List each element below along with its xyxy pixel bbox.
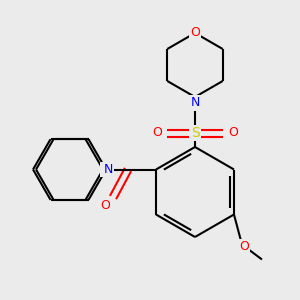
Text: N: N [101,163,111,176]
Text: O: O [190,26,200,40]
Text: O: O [100,199,110,212]
Text: O: O [228,127,238,140]
Text: S: S [190,126,200,140]
Text: N: N [190,97,200,110]
Text: O: O [152,127,162,140]
Text: N: N [103,163,113,176]
Text: O: O [239,240,249,253]
